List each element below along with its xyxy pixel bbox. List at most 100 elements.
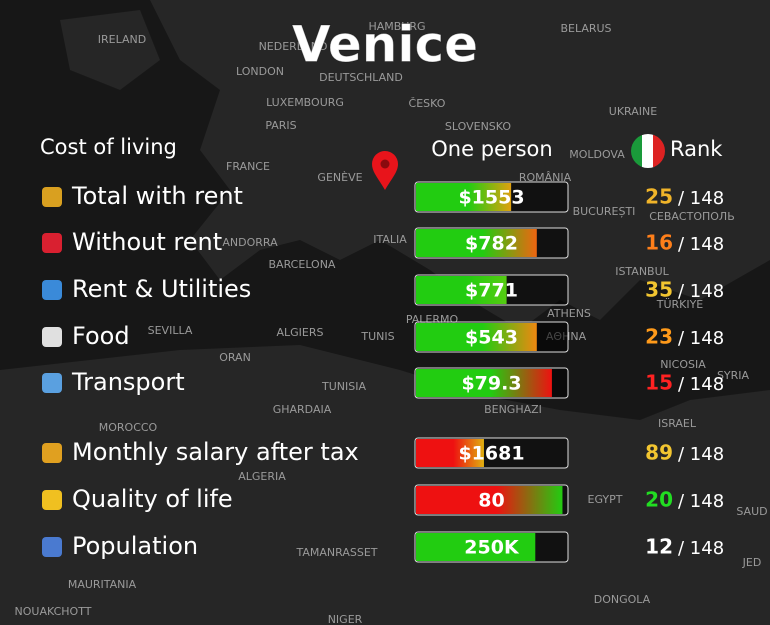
row-label: Transport bbox=[71, 368, 185, 396]
row-icon bbox=[42, 280, 62, 300]
row-label: Food bbox=[72, 322, 130, 350]
rank: 89 bbox=[645, 441, 673, 465]
bar-value: 250K bbox=[464, 537, 520, 559]
map-label: BELARUS bbox=[560, 22, 611, 35]
rank: 20 bbox=[645, 488, 673, 512]
map-label: ROMÂNIA bbox=[519, 171, 572, 184]
rank-total: / 148 bbox=[678, 234, 724, 255]
row-label: Monthly salary after tax bbox=[72, 438, 359, 466]
map-label: SAUD bbox=[736, 505, 767, 518]
map-label: MOLDOVA bbox=[569, 148, 625, 161]
map-label: UKRAINE bbox=[609, 105, 657, 118]
map-label: BUCUREȘTI bbox=[573, 205, 636, 218]
bar-fill bbox=[416, 533, 536, 561]
map-label: IRELAND bbox=[98, 33, 146, 46]
rank-total: / 148 bbox=[678, 444, 724, 465]
map-label: LONDON bbox=[236, 65, 284, 78]
land bbox=[150, 0, 770, 330]
title: Venice bbox=[292, 16, 478, 74]
map-label: DONGOLA bbox=[594, 593, 651, 606]
rank-total: / 148 bbox=[678, 328, 724, 349]
map-label: ALGERIA bbox=[238, 470, 286, 483]
map-label: JED bbox=[742, 556, 762, 569]
map-label: NIGER bbox=[328, 613, 363, 625]
row-label: Total with rent bbox=[71, 182, 243, 210]
rank-total: / 148 bbox=[678, 374, 724, 395]
map-label: NOUAKCHOTT bbox=[15, 605, 92, 618]
map-label: GENÈVE bbox=[317, 171, 362, 184]
map-label: ITALIA bbox=[373, 233, 407, 246]
row-icon bbox=[42, 327, 62, 347]
map-label: BENGHAZI bbox=[484, 403, 542, 416]
map-label: TAMANRASSET bbox=[296, 546, 378, 559]
rank: 35 bbox=[645, 278, 673, 302]
column-header: One person bbox=[431, 137, 552, 161]
bar-value: $1681 bbox=[458, 443, 524, 465]
rank-header: Rank bbox=[670, 137, 723, 161]
map-label: EGYPT bbox=[588, 493, 623, 506]
map-label: TUNIS bbox=[360, 330, 394, 343]
bar-value: $782 bbox=[465, 233, 518, 255]
bar-fill bbox=[416, 276, 507, 304]
map-label: GHARDAIA bbox=[273, 403, 332, 416]
rank-total: / 148 bbox=[678, 538, 724, 559]
rank: 15 bbox=[645, 371, 673, 395]
row-label: Rent & Utilities bbox=[72, 275, 251, 303]
section-header: Cost of living bbox=[40, 135, 177, 159]
map-label: ATHENS bbox=[547, 307, 591, 320]
map-label: DEUTSCHLAND bbox=[319, 71, 403, 84]
map-label: FRANCE bbox=[226, 160, 270, 173]
map-label: NICOSIA bbox=[660, 358, 706, 371]
map-label: ISTANBUL bbox=[615, 265, 669, 278]
map-label: TUNISIA bbox=[321, 380, 366, 393]
row-icon bbox=[42, 233, 62, 253]
bar-fill bbox=[416, 369, 552, 397]
map-label: HAMBURG bbox=[368, 20, 425, 33]
map-label: MAURITANIA bbox=[68, 578, 137, 591]
map-label: ISRAEL bbox=[658, 417, 697, 430]
bar-fill bbox=[416, 486, 563, 514]
map-label: MOROCCO bbox=[99, 421, 158, 434]
rank: 16 bbox=[645, 231, 673, 255]
map-label: TÜRKIYE bbox=[656, 298, 704, 311]
rank-total: / 148 bbox=[678, 491, 724, 512]
location-pin bbox=[372, 151, 398, 190]
row-label: Population bbox=[72, 532, 198, 560]
bar-value: 80 bbox=[478, 490, 504, 512]
rank-total: / 148 bbox=[678, 281, 724, 302]
land bbox=[0, 345, 770, 625]
rank: 25 bbox=[645, 185, 673, 209]
map-label: ČESKO bbox=[409, 97, 446, 110]
bar-fill bbox=[416, 183, 512, 211]
map-label: BARCELONA bbox=[269, 258, 336, 271]
bar-fill bbox=[416, 229, 537, 257]
bar-value: $771 bbox=[465, 280, 518, 302]
row-icon bbox=[42, 373, 62, 393]
bar-fill bbox=[416, 323, 537, 351]
map-label: ALGIERS bbox=[277, 326, 324, 339]
map-label: NEDERLAND bbox=[259, 40, 328, 53]
map-label: ANDORRA bbox=[222, 236, 278, 249]
bar-value: $79.3 bbox=[461, 373, 521, 395]
row-icon bbox=[42, 187, 62, 207]
bar-value: $543 bbox=[465, 327, 518, 349]
map-label: LUXEMBOURG bbox=[266, 96, 344, 109]
row-icon bbox=[42, 490, 62, 510]
map-label: SLOVENSKO bbox=[445, 120, 511, 133]
rank-total: / 148 bbox=[678, 188, 724, 209]
map-label: SYRIA bbox=[717, 369, 750, 382]
flag bbox=[631, 134, 665, 168]
bar-fill bbox=[416, 439, 484, 467]
row-icon bbox=[42, 537, 62, 557]
map-label: PARIS bbox=[265, 119, 296, 132]
row-label: Without rent bbox=[72, 228, 222, 256]
pin-dot bbox=[380, 159, 390, 169]
map-label: SEVILLA bbox=[148, 324, 193, 337]
row-label: Quality of life bbox=[72, 485, 233, 513]
row-icon bbox=[42, 443, 62, 463]
bar-value: $1553 bbox=[458, 187, 524, 209]
rank: 12 bbox=[645, 535, 673, 559]
